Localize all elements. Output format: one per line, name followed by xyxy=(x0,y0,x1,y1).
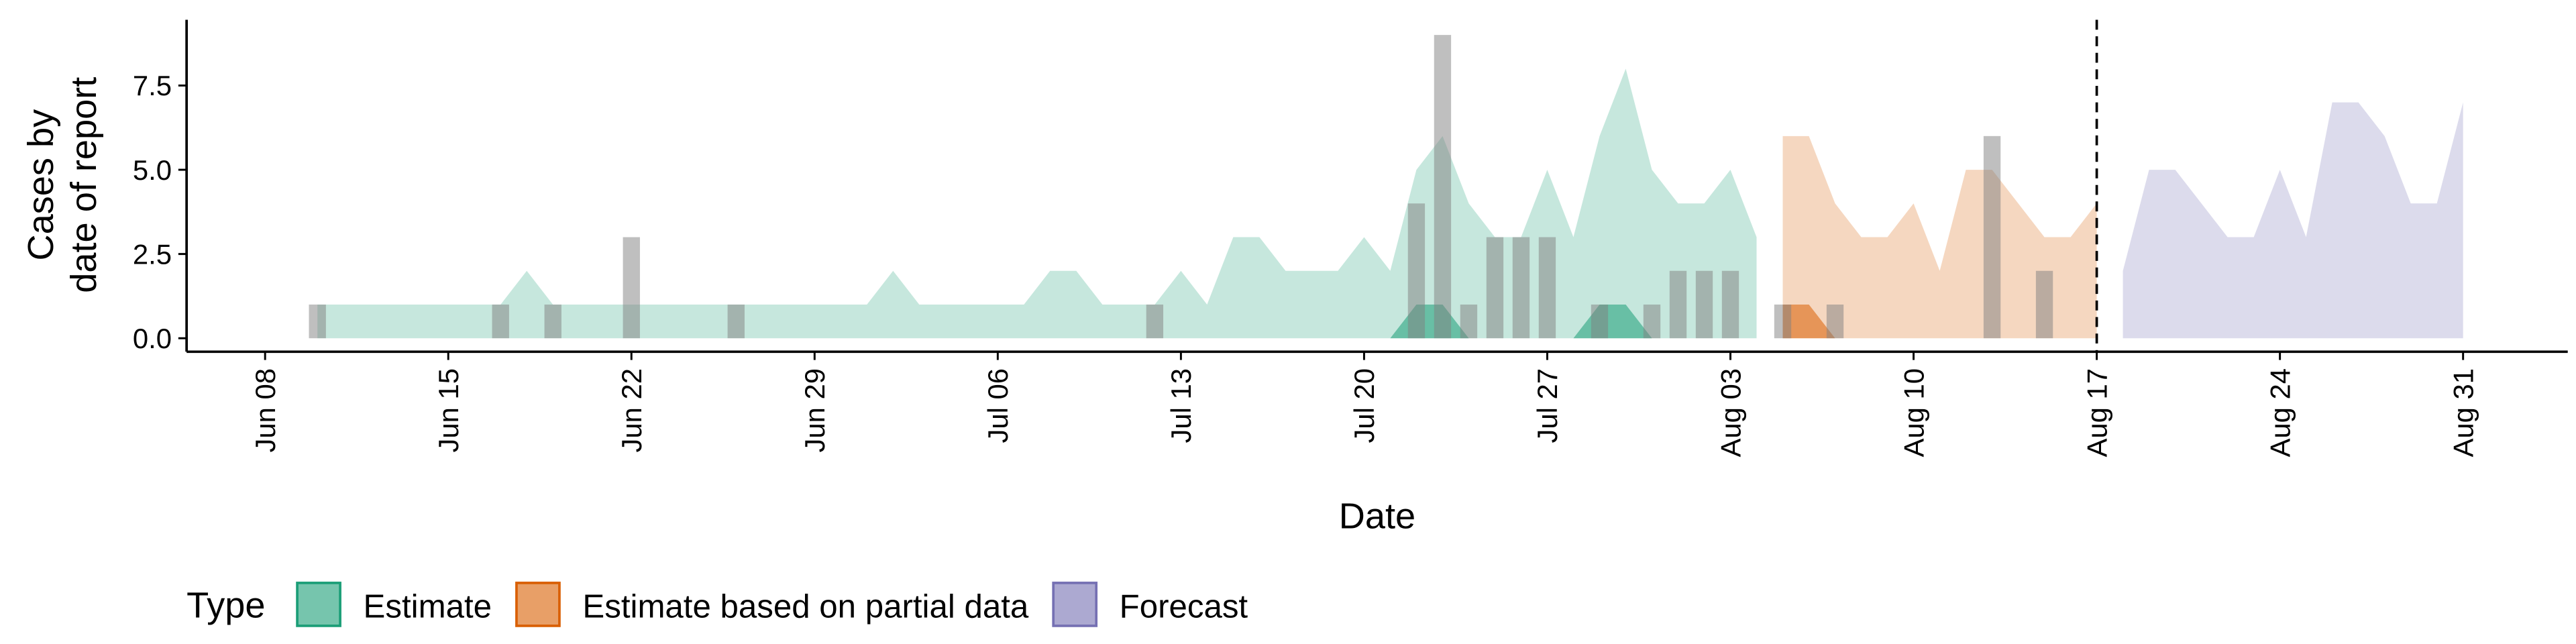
legend-key xyxy=(296,582,341,627)
x-tick-label: Jul 27 xyxy=(1532,368,1563,443)
y-tick-label: 0.0 xyxy=(133,323,172,354)
y-axis-title: Cases by xyxy=(21,109,61,261)
x-tick-label: Jun 22 xyxy=(616,368,647,453)
y-axis-title: date of report xyxy=(64,77,104,293)
case-bar xyxy=(1643,304,1661,339)
legend-title: Type xyxy=(186,586,265,626)
inner-ribbon xyxy=(317,304,1757,339)
case-bar xyxy=(2035,270,2053,339)
ribbon xyxy=(2123,102,2463,339)
inner-ribbon xyxy=(1782,304,2097,339)
case-bar xyxy=(1983,136,2001,339)
ribbon xyxy=(1782,136,2097,339)
case-bar xyxy=(1774,304,1792,339)
case-bar xyxy=(1721,270,1739,339)
case-bar xyxy=(309,304,326,339)
case-bar xyxy=(623,237,640,339)
case-bar xyxy=(727,304,745,339)
case-bar xyxy=(1486,237,1504,339)
case-bar xyxy=(492,304,509,339)
case-bar xyxy=(1407,203,1426,339)
x-tick-label: Jun 08 xyxy=(250,368,281,453)
x-tick-label: Jun 29 xyxy=(799,368,830,453)
x-tick-label: Jul 13 xyxy=(1165,368,1197,443)
case-bar xyxy=(1512,237,1530,339)
x-tick-label: Aug 17 xyxy=(2081,368,2112,458)
legend-label: Forecast xyxy=(1120,588,1248,625)
ribbon xyxy=(317,68,1757,339)
case-bar xyxy=(1669,270,1687,339)
x-tick-label: Aug 10 xyxy=(1898,368,1929,458)
legend-label: Estimate xyxy=(364,588,492,625)
legend-key xyxy=(515,582,561,627)
y-tick-label: 5.0 xyxy=(133,154,172,186)
legend-key xyxy=(1052,582,1098,627)
y-tick-label: 7.5 xyxy=(133,70,172,101)
case-bar xyxy=(1591,304,1609,339)
x-tick-label: Jun 15 xyxy=(433,368,464,453)
case-bar xyxy=(1434,35,1452,339)
case-bar xyxy=(1146,304,1164,339)
x-tick-label: Aug 03 xyxy=(1715,368,1746,458)
x-tick-label: Jul 20 xyxy=(1348,368,1380,443)
x-axis-title: Date xyxy=(1339,496,1415,537)
case-bar xyxy=(1460,304,1478,339)
x-tick-label: Aug 31 xyxy=(2447,368,2479,458)
x-tick-label: Jul 06 xyxy=(982,368,1014,443)
legend-label: Estimate based on partial data xyxy=(582,588,1028,625)
y-tick-label: 2.5 xyxy=(133,238,172,270)
case-bar xyxy=(1826,304,1844,339)
case-bar xyxy=(1695,270,1713,339)
case-bar xyxy=(544,304,561,339)
x-tick-label: Aug 24 xyxy=(2264,368,2296,458)
case-bar xyxy=(1538,237,1556,339)
